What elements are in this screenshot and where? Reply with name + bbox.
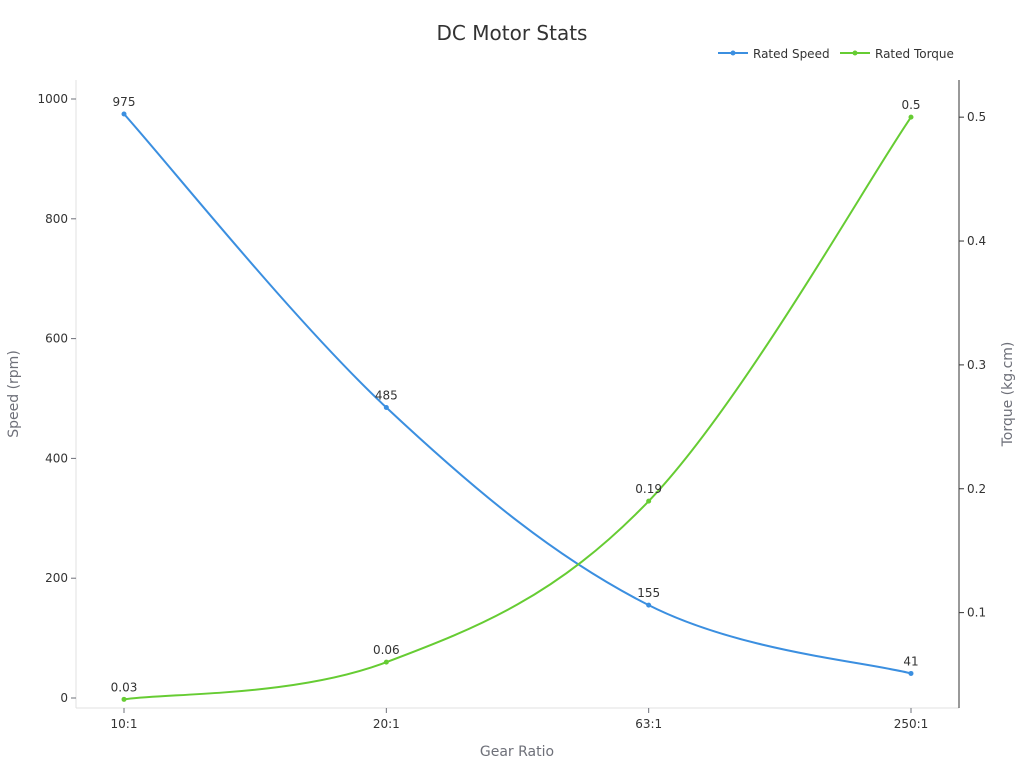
data-point-rated-speed[interactable] bbox=[646, 602, 652, 608]
data-label-rated-torque: 0.19 bbox=[635, 482, 662, 496]
data-point-rated-torque[interactable] bbox=[121, 696, 127, 702]
series-line-rated-speed bbox=[123, 113, 912, 675]
x-tick-label: 20:1 bbox=[373, 717, 400, 731]
legend-label-rated-torque[interactable]: Rated Torque bbox=[875, 47, 954, 61]
left-tick-label: 400 bbox=[45, 451, 68, 465]
left-tick-label: 800 bbox=[45, 212, 68, 226]
axes bbox=[75, 80, 960, 709]
right-tick-label: 0.3 bbox=[967, 358, 986, 372]
data-point-rated-torque[interactable] bbox=[908, 114, 914, 120]
x-tick-label: 10:1 bbox=[111, 717, 138, 731]
data-point-rated-torque[interactable] bbox=[646, 498, 652, 504]
right-tick-labels: 0.1 0.2 0.3 0.4 0.5 bbox=[959, 110, 986, 620]
data-label-rated-speed: 155 bbox=[637, 586, 660, 600]
left-tick-label: 600 bbox=[45, 332, 68, 346]
right-tick-label: 0.2 bbox=[967, 482, 986, 496]
data-point-rated-speed[interactable] bbox=[383, 404, 389, 410]
legend: Rated Speed Rated Torque bbox=[718, 47, 954, 61]
data-label-rated-speed: 975 bbox=[113, 95, 136, 109]
left-tick-label: 1000 bbox=[37, 92, 68, 106]
data-point-rated-speed[interactable] bbox=[121, 111, 127, 117]
data-point-rated-speed[interactable] bbox=[908, 670, 914, 676]
data-label-rated-speed: 41 bbox=[903, 654, 918, 668]
data-label-rated-torque: 0.03 bbox=[111, 680, 138, 694]
series-rated-speed: 975 485 155 41 bbox=[113, 95, 919, 676]
legend-marker-rated-torque bbox=[852, 50, 858, 56]
x-tick-label: 63:1 bbox=[635, 717, 662, 731]
data-point-rated-torque[interactable] bbox=[383, 659, 389, 665]
series-rated-torque: 0.03 0.06 0.19 0.5 bbox=[111, 98, 921, 702]
x-axis-title: Gear Ratio bbox=[480, 744, 554, 760]
data-label-rated-torque: 0.5 bbox=[901, 98, 920, 112]
left-tick-labels: 0 200 400 600 800 1000 bbox=[37, 92, 76, 705]
right-tick-label: 0.5 bbox=[967, 110, 986, 124]
legend-label-rated-speed[interactable]: Rated Speed bbox=[753, 47, 830, 61]
series-layer: 975 485 155 41 0.03 0.06 0.19 0.5 bbox=[111, 95, 921, 702]
right-tick-label: 0.1 bbox=[967, 606, 986, 620]
left-tick-label: 200 bbox=[45, 571, 68, 585]
series-line-rated-torque bbox=[123, 116, 912, 701]
x-tick-labels: 10:1 20:1 63:1 250:1 bbox=[111, 708, 929, 731]
right-axis-title: Torque (kg.cm) bbox=[1000, 342, 1016, 448]
x-tick-label: 250:1 bbox=[894, 717, 929, 731]
left-axis-title: Speed (rpm) bbox=[6, 350, 22, 438]
data-label-rated-speed: 485 bbox=[375, 388, 398, 402]
left-tick-label: 0 bbox=[60, 691, 68, 705]
legend-marker-rated-speed bbox=[730, 50, 736, 56]
data-label-rated-torque: 0.06 bbox=[373, 643, 400, 657]
right-tick-label: 0.4 bbox=[967, 234, 986, 248]
chart-title: DC Motor Stats bbox=[437, 21, 588, 45]
